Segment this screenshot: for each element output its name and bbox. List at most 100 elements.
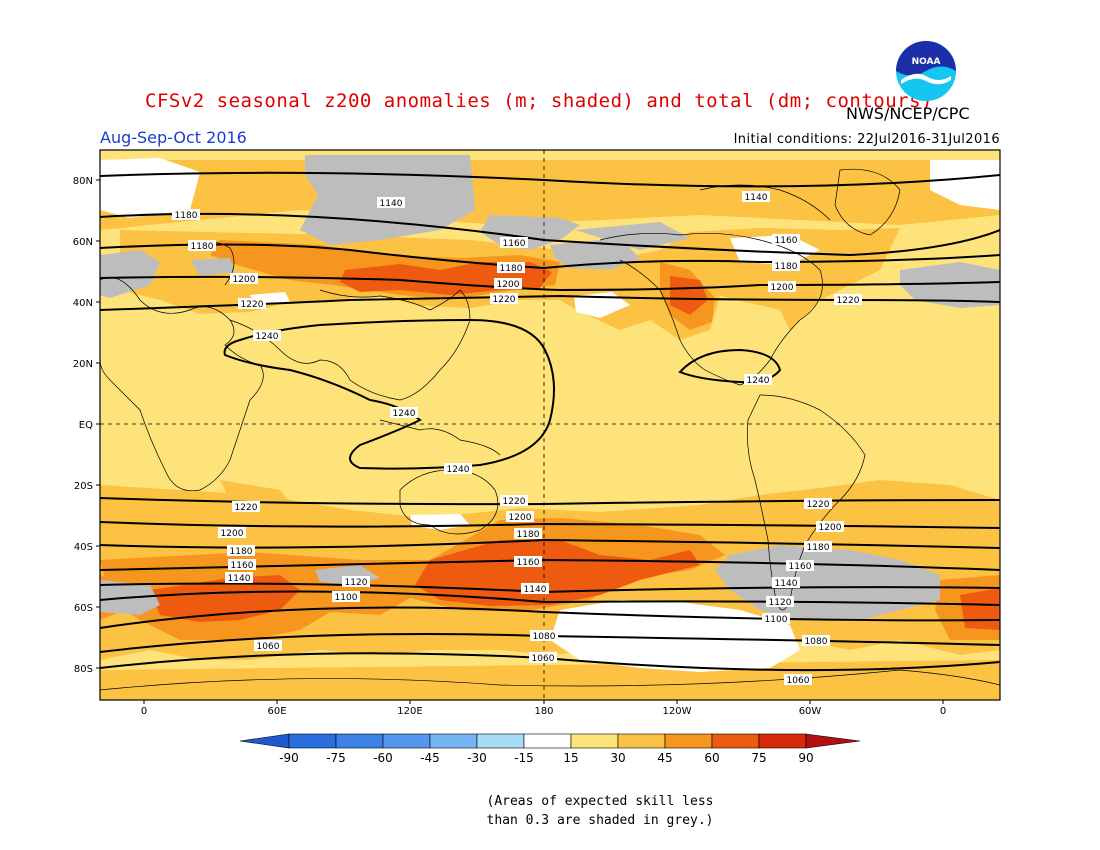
contour-label: 1240: [747, 376, 770, 386]
lat-label: 60N: [73, 237, 93, 248]
agency-label: NWS/NCEP/CPC: [846, 104, 970, 123]
colorbar-cell: [288, 733, 337, 749]
contour-label: 1140: [745, 193, 768, 203]
shade-15-30-background: [100, 150, 1000, 700]
contour-1200-nh: [100, 275, 1000, 292]
lat-label: 60S: [74, 603, 93, 614]
colorbar-label: 60: [704, 751, 719, 765]
contour-1200-sh: [100, 521, 1000, 529]
contour-label: 1060: [787, 676, 810, 686]
contour-label: 1160: [503, 239, 526, 249]
colorbar: [239, 733, 861, 749]
contour-label: 1060: [532, 654, 555, 664]
colorbar-label: -90: [279, 751, 299, 765]
contour-1060: [100, 652, 1000, 672]
contour-1180-sh: [100, 538, 1000, 549]
contour-label: 1140: [524, 585, 547, 595]
colorbar-cell: [617, 733, 666, 749]
map-frame: [99, 149, 1001, 701]
shade-60-75: [150, 262, 1000, 630]
shade-30-45: [100, 160, 1000, 700]
contour-label: 1060: [257, 642, 280, 652]
contour-1100: [100, 606, 1000, 629]
contour-label: 1200: [233, 275, 256, 285]
lat-label: 40S: [74, 542, 93, 553]
contour-label: 1220: [837, 296, 860, 306]
lat-label: 20S: [74, 481, 93, 492]
lon-label: 0: [940, 706, 946, 717]
contour-label: 1200: [497, 280, 520, 290]
colorbar-right-arrow: [805, 733, 861, 749]
contour-1140: [100, 171, 1000, 188]
contour-label: 1220: [807, 500, 830, 510]
contour-label: 1080: [533, 632, 556, 642]
contour-label: 1200: [221, 529, 244, 539]
colorbar-label: -45: [420, 751, 440, 765]
contour-1080: [100, 633, 1000, 653]
contour-label: 1180: [500, 264, 523, 274]
initial-conditions: Initial conditions: 22Jul2016-31Jul2016: [733, 132, 1000, 147]
contour-label: 1160: [789, 562, 812, 572]
skill-note-line: (Areas of expected skill less: [486, 794, 714, 809]
colorbar-label: 30: [610, 751, 625, 765]
contour-1220-sh: [100, 497, 1000, 506]
colorbar-cell: [476, 733, 525, 749]
latitude-axis: [96, 179, 100, 669]
contour-label: 1220: [235, 503, 258, 513]
noaa-logo-text: NOAA: [912, 57, 941, 67]
colorbar-label: -30: [467, 751, 487, 765]
contour-label: 1240: [447, 465, 470, 475]
lon-label: 180: [534, 706, 553, 717]
colorbar-label: -60: [373, 751, 393, 765]
contour-label: 1200: [509, 513, 532, 523]
contour-label: 1240: [393, 409, 416, 419]
colorbar-cell: [382, 733, 431, 749]
contour-1220-nh: [100, 294, 1000, 311]
colorbar-cell: [570, 733, 619, 749]
colorbar-label: -75: [326, 751, 346, 765]
contour-label: 1120: [345, 578, 368, 588]
lon-label: 60E: [267, 706, 286, 717]
contour-label: 1100: [765, 615, 788, 625]
contour-1240-a: [223, 318, 555, 470]
lon-label: 0: [141, 706, 147, 717]
coastlines: [100, 168, 1000, 691]
contour-1160-nh: [100, 212, 1000, 257]
shade-45-60: [100, 240, 1000, 640]
longitude-axis: 0 60E 120E 180 120W 60W 0: [141, 706, 946, 717]
contour-1120: [100, 590, 1000, 606]
shade-near-zero: [100, 158, 1000, 672]
lat-label: 20N: [73, 359, 93, 370]
contour-label: 1140: [775, 579, 798, 589]
contour-label: 1180: [230, 547, 253, 557]
skill-note-line: than 0.3 are shaded in grey.): [486, 813, 714, 828]
map-title: CFSv2 seasonal z200 anomalies (m; shaded…: [145, 90, 933, 112]
lon-label: 120W: [663, 706, 692, 717]
colorbar-cell: [523, 733, 572, 749]
colorbar-label: 90: [798, 751, 813, 765]
colorbar-cell: [711, 733, 760, 749]
lat-label: 80S: [74, 664, 93, 675]
contour-label: 1180: [175, 211, 198, 221]
colorbar-cell: [758, 733, 807, 749]
noaa-logo: NOAA: [896, 41, 956, 101]
forecast-period: Aug-Sep-Oct 2016: [100, 128, 247, 147]
grey-low-skill: [100, 155, 1000, 620]
lat-label: 80N: [73, 176, 93, 187]
colorbar-label: 15: [563, 751, 578, 765]
contour-1160-sh: [100, 558, 1000, 571]
contour-label: 1200: [819, 523, 842, 533]
contour-1180-nh: [100, 243, 1000, 270]
contour-label: 1180: [775, 262, 798, 272]
colorbar-cell: [429, 733, 478, 749]
colorbar-labels: -90 -75 -60 -45 -30 -15 15 30 45 60 75 9…: [279, 751, 813, 765]
contour-label: 1160: [231, 561, 254, 571]
contour-label: 1180: [191, 242, 214, 252]
contour-label: 1100: [335, 593, 358, 603]
contour-label: 1120: [769, 598, 792, 608]
skill-note: (Areas of expected skill less than 0.3 a…: [470, 792, 730, 830]
contour-label: 1080: [805, 637, 828, 647]
height-contours: [100, 171, 1000, 672]
lat-label: 40N: [73, 298, 93, 309]
colorbar-left-arrow: [239, 733, 290, 749]
